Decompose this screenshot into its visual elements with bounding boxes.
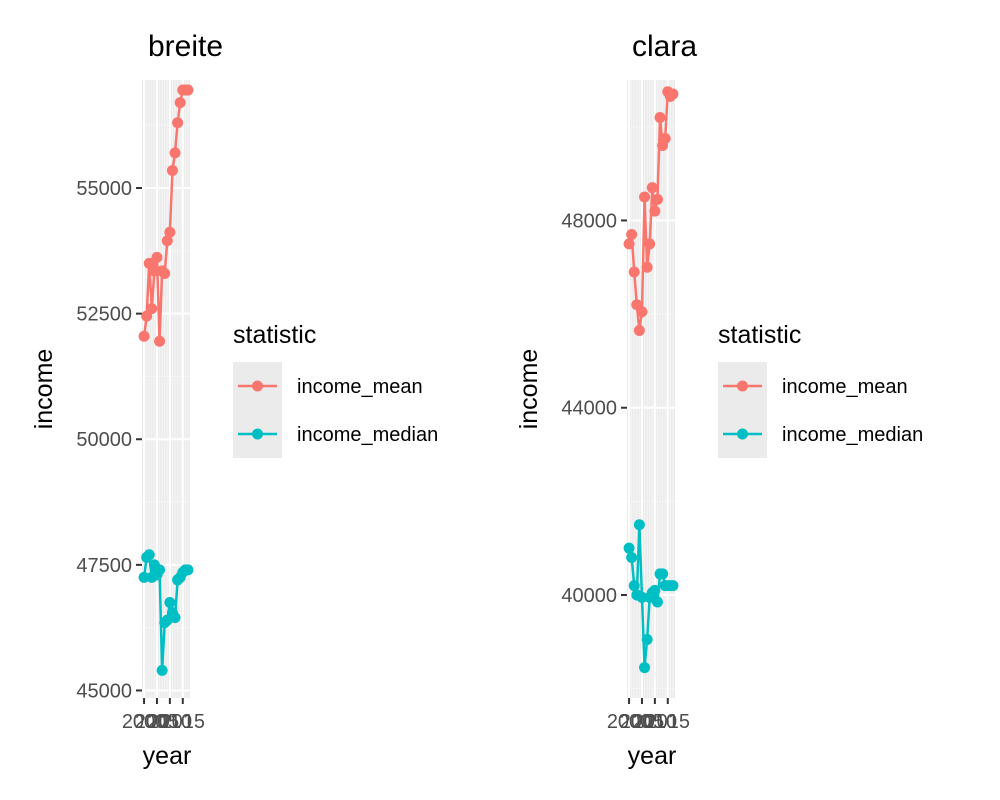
legend-key-bg xyxy=(233,362,282,458)
y-tick-label: 40000 xyxy=(561,585,617,607)
data-point-income-median xyxy=(164,597,176,609)
data-point-income-median xyxy=(667,580,679,592)
data-point-income-mean xyxy=(161,235,173,247)
y-tick-label: 50000 xyxy=(76,429,132,451)
y-tick-label: 52500 xyxy=(76,304,132,326)
data-point-income-mean xyxy=(138,330,150,342)
legend-label-income-mean: income_mean xyxy=(782,376,908,398)
data-point-income-mean xyxy=(166,164,178,176)
data-point-income-mean xyxy=(164,226,176,238)
y-axis-title: income xyxy=(30,349,58,430)
legend-label-income-median: income_median xyxy=(782,424,923,446)
data-point-income-median xyxy=(138,571,150,583)
data-point-income-mean xyxy=(633,324,645,336)
data-point-income-mean xyxy=(628,266,640,278)
legend-key-point-income-mean xyxy=(737,380,748,392)
data-point-income-mean xyxy=(667,88,679,100)
x-tick-label: 2010 xyxy=(148,711,193,733)
chart-title: breite xyxy=(148,30,223,63)
legend-key-point-income-median xyxy=(737,428,748,440)
y-tick-label: 47500 xyxy=(76,555,132,577)
data-point-income-mean xyxy=(169,147,181,159)
legend: statistic income_mean income_median xyxy=(233,321,438,458)
legend-key-bg xyxy=(718,362,767,458)
data-point-income-median xyxy=(169,612,181,624)
x-tick-label: 2015 xyxy=(161,711,206,733)
data-point-income-median xyxy=(639,662,651,674)
data-point-income-median xyxy=(636,591,648,603)
y-axis-title: income xyxy=(515,349,543,430)
y-tick-label: 45000 xyxy=(76,680,132,702)
data-point-income-mean xyxy=(659,133,671,145)
data-point-income-mean xyxy=(146,303,158,315)
y-tick-label: 44000 xyxy=(561,398,617,420)
data-point-income-median xyxy=(657,568,669,580)
data-point-income-median xyxy=(626,552,638,564)
data-point-income-mean xyxy=(641,261,653,273)
data-point-income-mean xyxy=(636,306,648,318)
data-point-income-median xyxy=(641,633,653,645)
data-point-income-mean xyxy=(649,205,661,217)
data-point-income-mean xyxy=(172,117,184,129)
data-point-income-mean xyxy=(651,193,663,205)
x-axis-title: year xyxy=(628,742,677,770)
data-point-income-mean xyxy=(644,238,656,250)
data-point-income-mean xyxy=(174,97,186,109)
x-tick-label: 2000 xyxy=(607,711,652,733)
chart-breite: breite 45000 47500 50000 52500 55000 2000200… xyxy=(30,30,438,770)
data-point-income-median xyxy=(154,564,166,576)
x-axis-title: year xyxy=(143,742,192,770)
data-point-income-mean xyxy=(654,111,666,123)
y-tick-label: 48000 xyxy=(561,210,617,232)
data-point-income-mean xyxy=(623,238,635,250)
data-point-income-median xyxy=(143,549,155,561)
data-point-income-median xyxy=(628,580,640,592)
x-tick-label: 2005 xyxy=(620,711,665,733)
legend-title: statistic xyxy=(233,321,316,349)
data-point-income-mean xyxy=(626,229,638,240)
data-point-income-mean xyxy=(182,84,194,96)
data-point-income-mean xyxy=(159,267,171,279)
y-tick-label: 55000 xyxy=(76,178,132,200)
data-point-income-mean xyxy=(151,251,163,263)
legend-key-point-income-median xyxy=(252,428,263,440)
data-point-income-median xyxy=(182,564,194,576)
data-point-income-mean xyxy=(154,335,166,347)
legend-label-income-median: income_median xyxy=(297,424,438,446)
x-tick-label: 2005 xyxy=(135,711,180,733)
chart-title: clara xyxy=(632,30,697,63)
data-point-income-median xyxy=(156,664,168,676)
data-point-income-median xyxy=(633,519,645,531)
legend: statistic income_mean income_median xyxy=(718,321,923,458)
data-point-income-median xyxy=(649,584,661,596)
legend-label-income-mean: income_mean xyxy=(297,376,423,398)
data-point-income-median xyxy=(623,542,635,554)
x-tick-label: 2000 xyxy=(122,711,167,733)
legend-title: statistic xyxy=(718,321,801,349)
data-point-income-mean xyxy=(148,265,160,277)
x-tick-label: 2015 xyxy=(646,711,691,733)
data-point-income-mean xyxy=(646,182,658,194)
data-point-income-mean xyxy=(639,191,651,203)
data-point-income-median xyxy=(651,596,663,608)
legend-key-point-income-mean xyxy=(252,380,263,392)
x-tick-label: 2010 xyxy=(633,711,678,733)
